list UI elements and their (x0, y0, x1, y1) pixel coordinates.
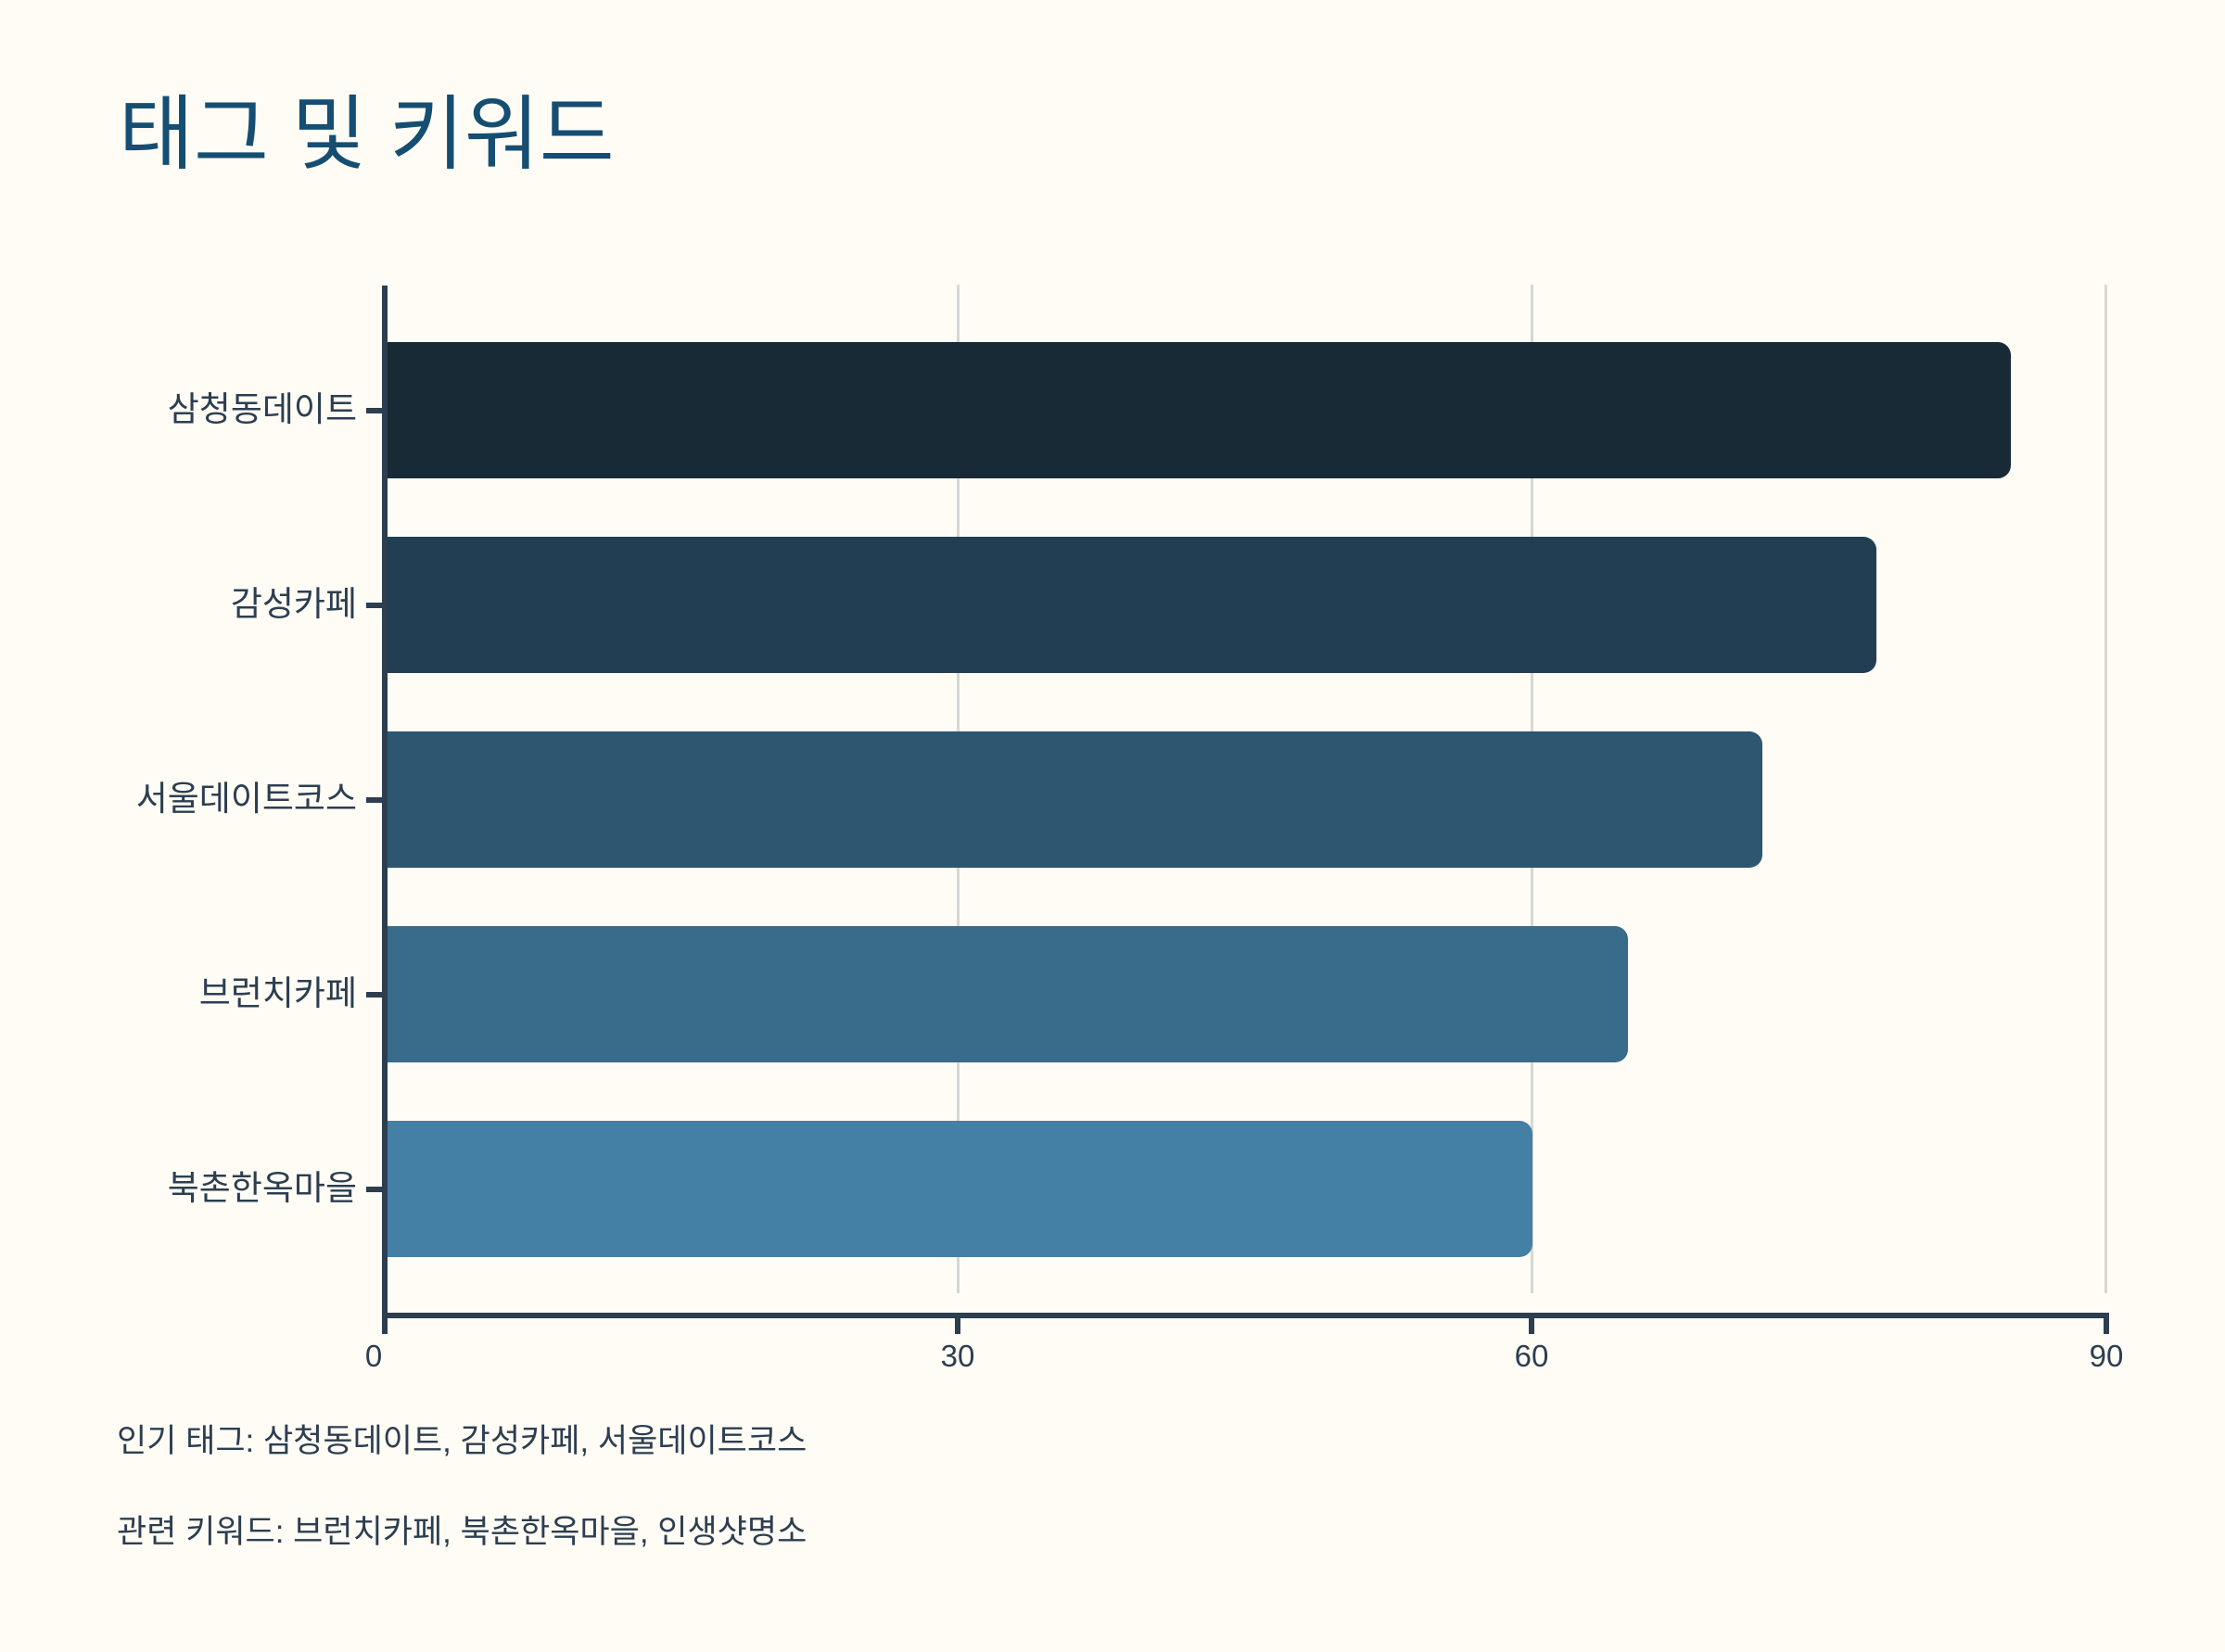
y-axis-line (382, 286, 388, 1334)
x-tick-60 (1529, 1313, 1534, 1334)
y-tick (366, 603, 383, 608)
y-label-0: 삼청동데이트 (167, 390, 357, 428)
y-label-2: 서울데이트코스 (135, 780, 357, 818)
popular-tags-text: 인기 태그: 삼청동데이트, 감성카페, 서울데이트코스 (117, 1423, 807, 1459)
y-label-1: 감성카페 (230, 585, 357, 623)
x-tick-90 (2104, 1313, 2109, 1334)
y-tick (366, 992, 383, 998)
bar-3 (388, 926, 1628, 1062)
x-tick-label-60: 60 (1514, 1339, 1549, 1373)
y-label-3: 브런치카페 (198, 974, 357, 1012)
x-tick-label-0: 0 (364, 1339, 383, 1373)
related-keywords-text: 관련 키워드: 브런치카페, 북촌한옥마을, 인생샷명소 (117, 1514, 807, 1550)
x-tick-label-90: 90 (2089, 1339, 2124, 1373)
bar-1 (388, 537, 1876, 673)
y-tick (366, 1187, 383, 1192)
bar-4 (388, 1121, 1532, 1257)
x-tick-30 (955, 1313, 960, 1334)
page-title: 태그 및 키워드 (119, 88, 615, 180)
y-tick (366, 797, 383, 803)
gridline-90 (2104, 285, 2107, 1293)
y-label-4: 북촌한옥마을 (167, 1169, 357, 1207)
x-axis-line (382, 1313, 2109, 1318)
x-tick-label-30: 30 (940, 1339, 975, 1373)
bar-0 (388, 342, 2011, 478)
x-tick-0 (382, 1313, 388, 1334)
bar-2 (388, 731, 1762, 868)
y-tick (366, 408, 383, 413)
